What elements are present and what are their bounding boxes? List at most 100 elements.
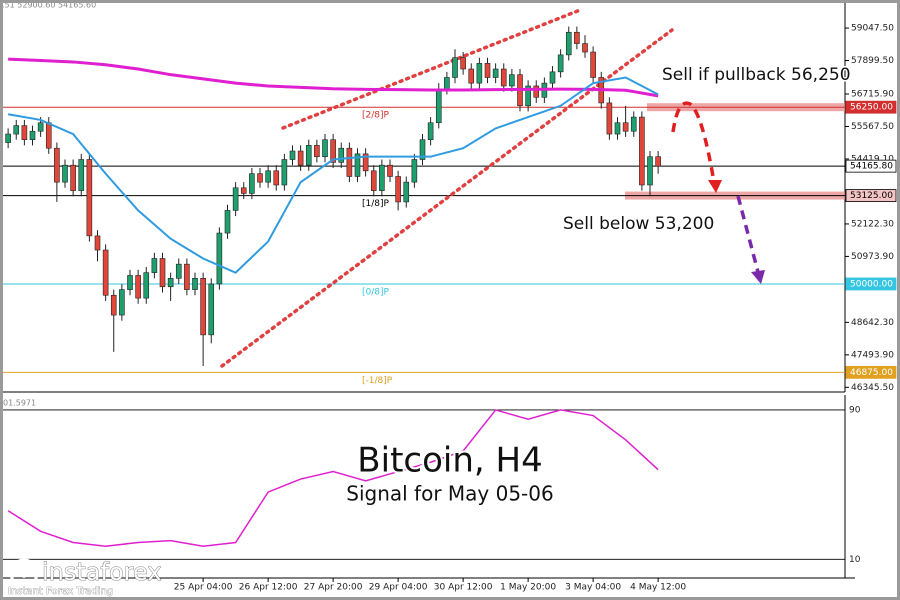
logo-icon	[19, 568, 29, 578]
candle-body	[500, 68, 507, 87]
candle-body	[574, 31, 580, 44]
candle-body	[622, 122, 629, 132]
overlay-subtitle: Signal for May 05-06	[346, 482, 553, 506]
arrow-head	[751, 270, 765, 284]
y-tick-label: 56715.90	[851, 90, 894, 100]
candle-body	[208, 283, 215, 336]
candle-body	[314, 145, 320, 157]
level-box	[845, 159, 897, 173]
level-tag: [2/8]P	[362, 111, 390, 121]
candle-body	[29, 130, 36, 141]
candle-body	[387, 164, 393, 177]
candle-body	[13, 125, 20, 135]
y-tick-label: 55567.50	[851, 122, 894, 132]
candle-body	[135, 275, 141, 299]
indicator-name: 01.5971	[3, 399, 36, 408]
candle-body	[614, 122, 621, 135]
logo-icon	[9, 558, 39, 588]
candle-body	[143, 272, 150, 299]
candle-body	[565, 31, 572, 56]
line-series	[8, 57, 659, 98]
candle-body	[281, 159, 288, 186]
candle-body	[379, 164, 385, 191]
candle-body	[468, 68, 475, 84]
level-box	[845, 365, 897, 379]
candle-body	[257, 173, 263, 183]
candle-body	[582, 43, 588, 53]
candle-body	[175, 263, 182, 279]
y-tick-label: 59047.50	[851, 24, 894, 34]
y-tick-label: 54419.10	[851, 154, 894, 164]
candle-body	[273, 170, 280, 186]
candle-body	[200, 278, 206, 336]
candle-body	[159, 258, 166, 288]
y-tick-label: 46345.50	[851, 383, 894, 393]
candle-body	[655, 156, 661, 167]
candle-body	[21, 125, 28, 141]
level-tag: [0/8]P	[362, 287, 390, 297]
overlay-title: Bitcoin, H4	[357, 441, 542, 481]
candle-body	[354, 153, 361, 177]
candle-body	[330, 139, 336, 163]
level-tag: [-1/8]P	[362, 376, 393, 386]
candle-body	[460, 57, 466, 70]
candle-body	[525, 85, 531, 107]
candle-body	[452, 57, 458, 78]
candle-body	[606, 102, 613, 135]
x-tick-label: 1 May 20:00	[500, 583, 556, 593]
logo-name: instaforex	[42, 558, 162, 586]
annotation: Sell below 53,200	[563, 214, 714, 234]
candle-body	[70, 164, 76, 191]
candle-body	[232, 187, 239, 211]
level-label: 50000.00	[850, 279, 893, 289]
y-tick-label: 90	[849, 405, 861, 415]
candle-body	[127, 275, 133, 290]
candle-body	[557, 54, 564, 73]
candle-body	[297, 150, 304, 166]
background-layer	[0, 0, 855, 579]
candle-body	[639, 116, 645, 186]
candle-body	[549, 71, 556, 84]
y-tick-label: 10	[849, 555, 861, 565]
arrow-head	[708, 180, 722, 193]
arrow	[671, 101, 716, 183]
candle-body	[167, 278, 174, 288]
x-tick-label: 30 Apr 12:00	[434, 583, 493, 593]
level-box	[845, 277, 897, 291]
level-label: 56250.00	[850, 103, 893, 113]
logo-tagline: Instant Forex Trading	[8, 586, 113, 597]
level-box	[845, 189, 897, 202]
candle-body	[45, 122, 52, 149]
candle-body	[5, 133, 11, 143]
level-label: 46875.00	[850, 368, 893, 378]
x-tick-label: 4 May 12:00	[630, 583, 686, 593]
candle-body	[224, 210, 231, 234]
candle-body	[102, 249, 109, 296]
candle-body	[435, 88, 442, 124]
candle-body	[427, 122, 434, 141]
candle-body	[305, 145, 312, 166]
candle-body	[119, 289, 125, 316]
channel-line	[281, 8, 582, 130]
candle-body	[346, 147, 353, 177]
candle-body	[647, 156, 653, 186]
candle-body	[509, 74, 515, 87]
arrow	[736, 195, 760, 273]
candle-body	[590, 51, 596, 78]
candle-body	[492, 68, 499, 78]
candle-body	[37, 122, 44, 132]
candle-body	[411, 159, 418, 183]
candle-body	[338, 147, 345, 163]
candle-body	[86, 159, 93, 237]
channel-line	[220, 28, 674, 368]
candle-body	[192, 278, 198, 290]
candle-body	[110, 294, 117, 316]
top-layer: 59047.50 57899.50 56715.90 55567.50 54419.10…	[3, 24, 897, 593]
candle-body	[533, 85, 540, 98]
x-tick-label: 25 Apr 04:00	[174, 583, 233, 593]
y-tick-label: 48642.30	[851, 318, 894, 328]
candle-body	[419, 139, 426, 160]
